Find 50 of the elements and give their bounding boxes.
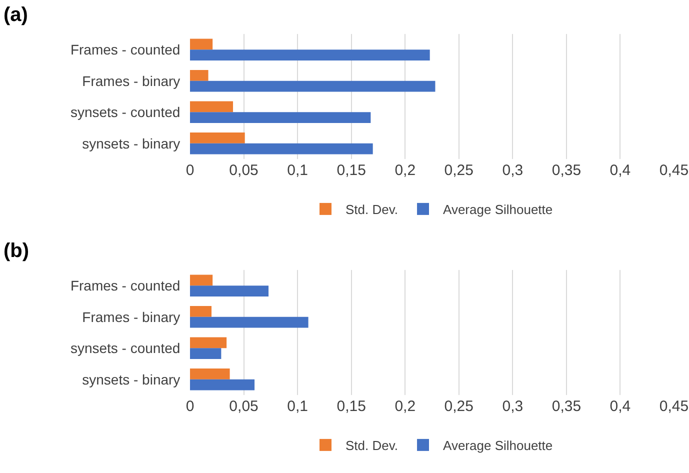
- x-tick-label: 0,45: [659, 398, 689, 415]
- bar: [190, 379, 255, 390]
- y-tick-label: Frames - counted: [70, 278, 180, 294]
- x-tick-label: 0,25: [444, 398, 474, 415]
- text: (a): [3, 4, 28, 26]
- bar: [190, 143, 373, 154]
- y-tick-label: Frames - counted: [70, 42, 180, 58]
- y-tick-label: synsets - binary: [82, 371, 180, 388]
- x-tick-label: 0,35: [552, 162, 582, 179]
- y-tick-label: synsets - counted: [70, 104, 180, 120]
- legend-label: Average Silhouette: [443, 438, 553, 454]
- x-tick-label: 0,3: [502, 398, 524, 415]
- y-tick-label: Frames - binary: [82, 308, 180, 325]
- bar: [190, 101, 234, 112]
- x-tick-label: 0,05: [229, 398, 258, 415]
- x-tick-label: 0,1: [287, 162, 308, 179]
- x-tick-label: 0,45: [659, 162, 689, 179]
- x-tick-label: 0,25: [444, 162, 474, 179]
- x-tick-label: 0,4: [610, 398, 631, 415]
- y-tick-label: synsets - binary: [82, 135, 180, 152]
- bar: [190, 368, 230, 380]
- bar: [190, 38, 213, 50]
- x-tick-label: 0,05: [229, 162, 258, 179]
- x-tick-label: 0: [186, 398, 194, 415]
- bar: [190, 337, 227, 348]
- legend-label: Std. Dev.: [346, 202, 398, 218]
- x-tick-label: 0,4: [610, 162, 631, 179]
- bar: [190, 316, 308, 328]
- x-tick-label: 0,2: [394, 162, 416, 179]
- y-tick-label: Frames - binary: [82, 72, 180, 89]
- x-tick-label: 0,15: [336, 162, 366, 179]
- bar: [190, 286, 269, 297]
- legend-label: Average Silhouette: [443, 202, 553, 218]
- y-tick-label: synsets - counted: [70, 340, 180, 356]
- bar: [190, 112, 371, 124]
- x-tick-label: 0,15: [336, 398, 366, 415]
- bar: [190, 306, 212, 317]
- x-tick-label: 0,2: [394, 398, 416, 415]
- bar: [190, 132, 245, 144]
- text: (b): [3, 240, 29, 262]
- x-tick-label: 0,3: [502, 162, 524, 179]
- bar: [190, 50, 430, 61]
- bar: [190, 70, 208, 81]
- bar: [190, 348, 222, 360]
- bar: [190, 274, 213, 286]
- x-tick-label: 0,35: [552, 398, 582, 415]
- x-tick-label: 0,1: [287, 398, 308, 415]
- x-tick-label: 0: [186, 162, 194, 179]
- bar: [190, 80, 436, 92]
- legend-label: Std. Dev.: [346, 438, 398, 454]
